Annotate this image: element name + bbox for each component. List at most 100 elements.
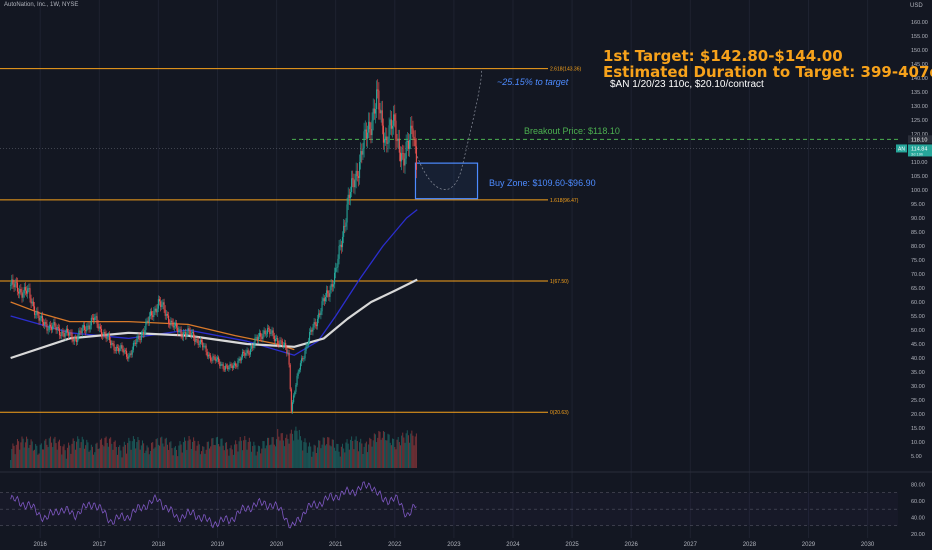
candle-body [379,109,381,114]
candle-body [56,327,58,331]
volume-bar [57,441,59,468]
x-tick-label: 2024 [506,542,520,548]
volume-bar [91,446,93,468]
volume-bar [110,437,112,468]
volume-bar [235,440,237,468]
candle-body [121,345,123,349]
volume-bar [138,440,140,468]
candle-body [277,338,279,344]
volume-bar [202,446,204,468]
candle-body [245,352,247,356]
volume-bar [157,444,159,468]
volume-bar [359,442,361,468]
candle-body [337,258,339,268]
volume-bar [54,436,56,468]
volume-bar [86,439,88,468]
volume-bar [245,439,247,468]
volume-bar [303,442,305,468]
candle-body [60,335,62,336]
candle-body [354,180,356,188]
volume-bar [165,437,167,468]
volume-bar [161,436,163,468]
volume-bar [80,442,82,468]
volume-bar [367,452,369,468]
candle-body [29,288,31,299]
volume-bar [415,433,417,468]
candle-body [230,364,232,366]
candle-body [264,330,266,335]
y-tick-label: 65.00 [911,286,925,292]
candle-body [304,350,306,359]
y-tick-label: 130.00 [911,104,928,110]
volume-bar [107,446,109,468]
volume-bar [218,444,220,468]
candle-body [318,313,320,319]
volume-bar [130,449,132,468]
volume-bar [151,442,153,468]
candle-body [163,302,165,310]
volume-bar [381,437,383,468]
candle-body [86,325,88,332]
candle-body [120,345,122,349]
volume-bar [46,444,48,468]
volume-bar [216,436,218,468]
rsi-tick-label: 40.00 [911,515,925,521]
volume-bar [78,438,80,468]
volume-bar [251,451,253,468]
candle-body [176,322,178,328]
y-tick-label: 80.00 [911,244,925,250]
candle-body [153,310,155,318]
volume-bar [178,445,180,468]
volume-bar [52,447,54,468]
candle-body [251,346,253,349]
volume-bar [234,444,236,468]
volume-bar [315,453,317,468]
candle-body [15,282,17,283]
candle-body [48,324,50,330]
volume-bar [144,452,146,468]
volume-bar [94,452,96,468]
volume-bar [342,443,344,468]
volume-bar [181,452,183,468]
candle-body [53,321,55,326]
candle-body [395,120,397,141]
volume-bar [389,442,391,468]
volume-bar [82,439,84,468]
candle-body [171,320,173,323]
x-tick-label: 2030 [861,542,875,548]
candle-body [145,321,147,330]
candle-body [236,366,238,367]
candle-body [247,350,249,354]
y-tick-label: 25.00 [911,398,925,404]
candle-body [338,245,340,259]
volume-bar [307,446,309,468]
volume-bar [97,449,99,468]
volume-bar [277,429,279,468]
volume-bar [354,439,356,468]
candle-body [326,290,328,298]
candle-body [137,335,139,339]
candle-body [55,326,57,331]
volume-bar [361,443,363,468]
volume-bar [222,445,224,468]
volume-bar [405,433,407,468]
candle-body [346,204,348,223]
candle-body [362,148,364,155]
y-tick-label: 155.00 [911,34,928,40]
breakout-price-tag [908,135,932,144]
candle-body [331,284,333,287]
volume-bar [38,453,40,468]
candle-body [170,320,172,326]
candle-body [303,358,305,360]
volume-bar [154,447,156,468]
candle-body [33,306,36,315]
volume-bar [279,440,281,468]
candle-body [373,108,375,114]
candle-body [255,337,257,338]
volume-bar [286,434,288,468]
volume-bar [393,438,395,468]
y-tick-label: 45.00 [911,342,925,348]
candle-body [32,301,34,307]
candle-body [302,358,304,360]
